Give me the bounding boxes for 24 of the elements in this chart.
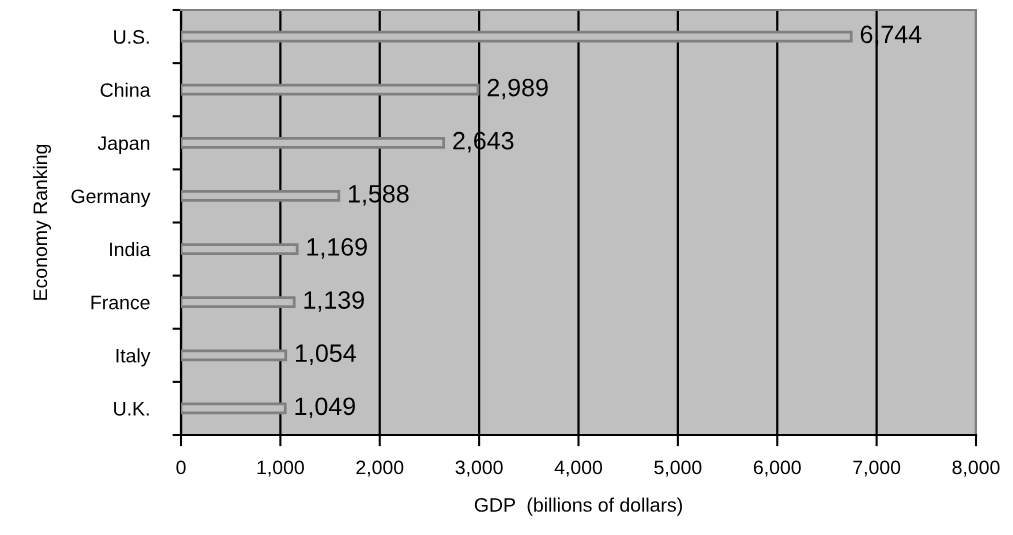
y-tick-label: U.S. xyxy=(114,30,149,44)
x-tick-label: 7,000 xyxy=(853,460,901,477)
x-axis-title: GDP (billions of dollars) xyxy=(474,497,682,516)
y-tick-label: France xyxy=(91,295,150,310)
y-tick-label: China xyxy=(100,82,151,97)
x-tick-label: 2,000 xyxy=(356,460,404,477)
data-label: 1,169 xyxy=(307,238,367,259)
x-tick-label: 1,000 xyxy=(257,460,304,477)
y-tick-label: Germany xyxy=(71,189,151,208)
y-tick-label: Italy xyxy=(116,348,151,367)
y-tick-label: Japan xyxy=(97,136,150,154)
x-tick-label: 5,000 xyxy=(654,460,702,477)
y-tick-label: U.K. xyxy=(114,402,149,416)
data-label: 2,989 xyxy=(487,78,548,100)
x-tick-label: 8,000 xyxy=(952,460,1000,477)
x-tick-label: 4,000 xyxy=(554,460,603,477)
data-label: 1,139 xyxy=(304,291,364,312)
data-label: 1,049 xyxy=(295,397,355,419)
x-tick-label: 6,000 xyxy=(753,460,801,477)
data-label: 1,054 xyxy=(295,344,356,365)
x-tick-label: 0 xyxy=(176,460,186,475)
y-tick-label: India xyxy=(110,242,151,257)
x-tick-label: 3,000 xyxy=(455,460,503,477)
y-axis-title: Economy Ranking xyxy=(32,144,52,300)
